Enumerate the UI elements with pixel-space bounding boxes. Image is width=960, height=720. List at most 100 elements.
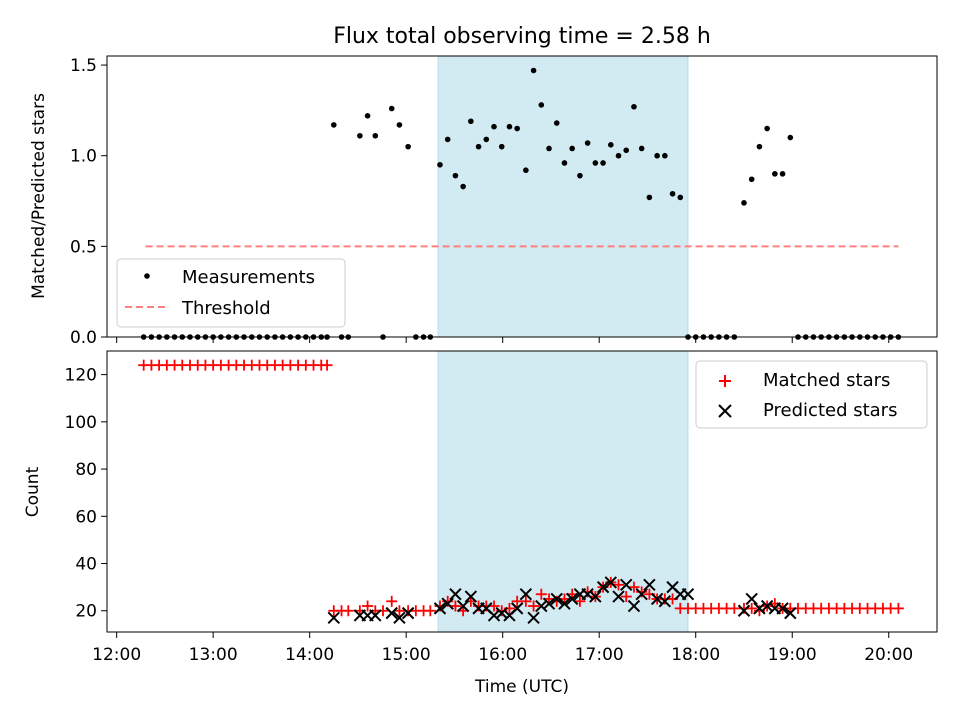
matched-point <box>488 600 500 612</box>
predicted-point <box>565 592 579 606</box>
y-tick-label: 100 <box>65 413 97 433</box>
measurement-point <box>677 194 684 201</box>
predicted-point <box>784 606 797 620</box>
y-tick-label: 120 <box>65 366 97 386</box>
matched-point <box>362 600 374 612</box>
legend-matched-marker <box>719 375 731 387</box>
predicted-point <box>581 588 594 601</box>
measurement-point <box>546 145 552 152</box>
x-tick-label: 13:00 <box>189 645 238 665</box>
predicted-point <box>369 609 382 622</box>
measurement-point <box>372 132 379 139</box>
predicted-point <box>658 595 672 608</box>
measurement-point <box>444 136 451 143</box>
measurement-point <box>437 161 443 168</box>
predicted-point <box>495 606 508 620</box>
predicted-point <box>550 592 563 606</box>
measurement-point <box>748 176 755 183</box>
predicted-point <box>596 580 610 594</box>
y-tick-label: 40 <box>75 555 97 575</box>
matched-point <box>342 605 354 617</box>
x-tick-label: 14:00 <box>285 645 334 665</box>
predicted-point <box>558 597 571 610</box>
predicted-point <box>487 609 501 622</box>
matched-point <box>520 595 532 607</box>
predicted-point <box>464 590 478 603</box>
measurement-point <box>669 190 676 197</box>
measurement-point <box>561 160 568 166</box>
predicted-point <box>401 606 415 620</box>
matched-point <box>613 579 625 591</box>
predicted-point <box>776 602 789 615</box>
measurement-point <box>631 103 637 110</box>
predicted-point <box>589 590 602 603</box>
measurement-point <box>483 136 490 143</box>
measurement-point <box>538 102 545 108</box>
panel-count-ylabel: Count <box>23 466 43 517</box>
measurement-point <box>646 194 653 201</box>
measurement-point <box>491 123 497 130</box>
predicted-point <box>760 599 774 613</box>
predicted-point <box>433 602 447 615</box>
y-tick-label: 20 <box>75 602 97 622</box>
y-tick-label: 0.0 <box>70 328 97 348</box>
predicted-point <box>527 611 540 625</box>
x-tick-label: 18:00 <box>671 645 720 665</box>
predicted-point <box>753 602 766 615</box>
panel-count-frame <box>106 350 938 633</box>
predicted-point <box>449 588 462 601</box>
panel-ratio-ylabel: Matched/Predicted stars <box>29 93 49 299</box>
measurement-point <box>514 125 520 132</box>
legend-measurements-label: Measurements <box>182 267 315 288</box>
measurement-point <box>405 143 411 150</box>
measurement-point <box>569 145 575 152</box>
predicted-point <box>643 578 656 591</box>
panel-count-span <box>437 350 689 633</box>
measurement-point <box>364 113 371 119</box>
predicted-point <box>385 606 398 620</box>
measurement-point <box>584 140 591 146</box>
panel-count-ticks: 20 40 60 80 100 120 12:00 13:00 14:00 15:00 16:00 1… <box>65 366 914 665</box>
predicted-point <box>604 576 617 589</box>
measurement-point <box>577 172 583 179</box>
matched-point <box>386 595 398 607</box>
measurement-point <box>779 171 786 177</box>
measurement-point <box>607 142 614 148</box>
measurement-point <box>592 160 599 166</box>
matched-point <box>620 591 632 603</box>
measurement-point <box>600 160 606 166</box>
y-tick-label: 1.0 <box>70 147 97 167</box>
y-tick-label: 0.5 <box>70 237 97 257</box>
predicted-point <box>612 590 625 603</box>
predicted-point <box>681 588 695 601</box>
legend-measurements-marker <box>144 273 150 279</box>
measurement-point <box>741 200 747 206</box>
predicted-point <box>510 602 524 615</box>
predicted-point <box>456 599 470 613</box>
matched-point <box>628 581 640 593</box>
measurement-point <box>764 125 770 132</box>
measurement-point <box>452 172 459 179</box>
measurement-point <box>357 132 363 139</box>
x-tick-label: 17:00 <box>575 645 624 665</box>
y-tick-label: 60 <box>75 507 97 527</box>
predicted-points <box>327 576 797 625</box>
legend-ratio: Measurements Threshold <box>116 258 346 328</box>
matched-point <box>424 605 436 617</box>
matched-point <box>321 359 333 371</box>
panel-ratio-span <box>437 55 689 338</box>
predicted-point <box>542 597 556 610</box>
predicted-point <box>535 599 548 613</box>
legend-predicted-marker <box>718 404 732 418</box>
matched-point <box>449 600 461 612</box>
measurement-point <box>331 122 337 128</box>
measurement-points <box>140 67 902 340</box>
predicted-point <box>745 592 758 606</box>
matched-points <box>138 359 904 617</box>
panel-ratio-ticks: 0.0 0.5 1.0 1.5 <box>70 56 890 348</box>
predicted-point <box>737 604 751 617</box>
measurement-point <box>662 152 668 159</box>
y-tick-label: 80 <box>75 460 97 480</box>
measurement-point <box>638 145 645 152</box>
measurement-point <box>553 120 560 126</box>
